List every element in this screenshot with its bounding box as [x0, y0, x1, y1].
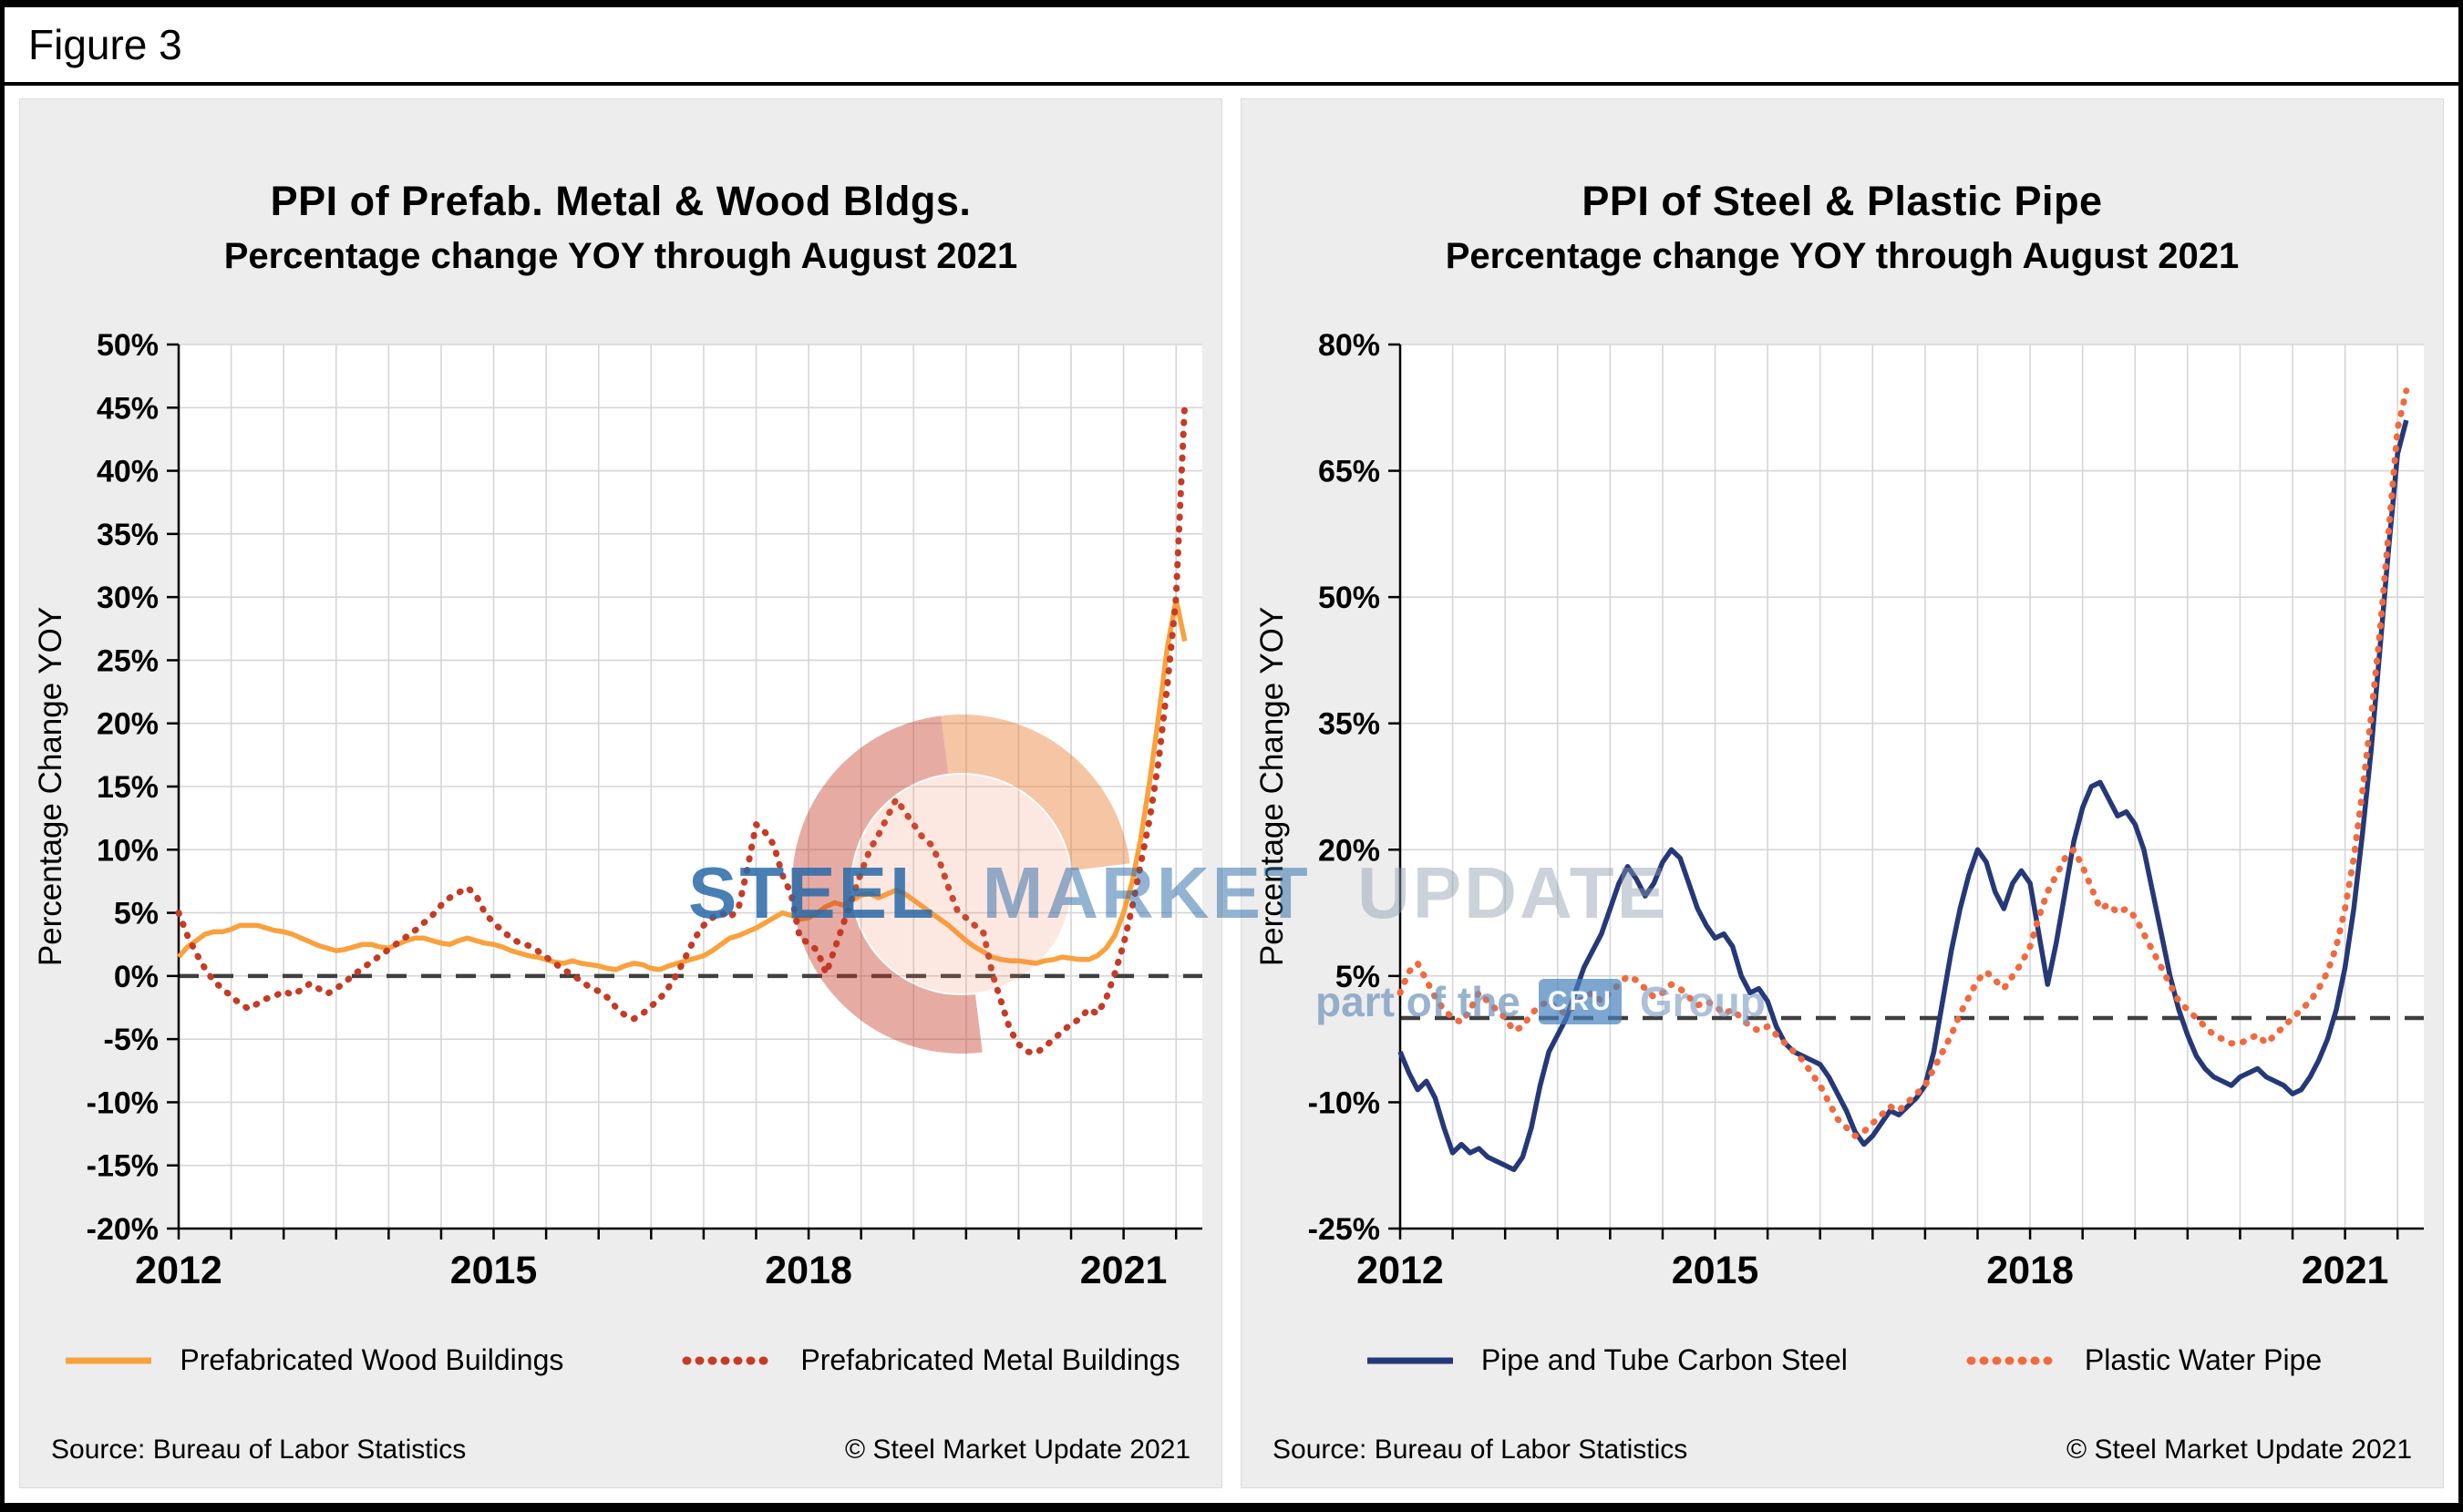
svg-text:-20%: -20%	[87, 1212, 159, 1247]
legend-item-carbon-steel-pipe: Pipe and Tube Carbon Steel	[1363, 1343, 1848, 1377]
svg-text:2015: 2015	[450, 1249, 538, 1291]
svg-text:80%: 80%	[1318, 334, 1380, 363]
svg-text:20%: 20%	[97, 707, 159, 742]
legend-label: Prefabricated Wood Buildings	[180, 1343, 564, 1376]
svg-text:65%: 65%	[1318, 455, 1380, 489]
svg-text:2015: 2015	[1672, 1249, 1759, 1291]
source-note: Source: Bureau of Labor Statistics	[1273, 1435, 1688, 1465]
svg-text:35%: 35%	[1318, 707, 1380, 742]
svg-text:10%: 10%	[97, 833, 159, 868]
svg-text:25%: 25%	[97, 643, 159, 678]
svg-text:30%: 30%	[97, 581, 159, 615]
svg-text:20%: 20%	[1318, 833, 1380, 868]
svg-text:-15%: -15%	[87, 1149, 159, 1184]
svg-text:15%: 15%	[97, 770, 159, 805]
svg-text:2012: 2012	[1356, 1249, 1444, 1291]
svg-text:Percentage Change YOY: Percentage Change YOY	[1254, 607, 1290, 966]
chart-title: PPI of Prefab. Metal & Wood Bldgs.	[270, 178, 972, 224]
svg-text:5%: 5%	[114, 897, 159, 931]
legend-item-metal-buildings: Prefabricated Metal Buildings	[682, 1343, 1180, 1377]
copyright-note: © Steel Market Update 2021	[845, 1435, 1190, 1465]
source-note: Source: Bureau of Labor Statistics	[51, 1435, 467, 1465]
svg-text:-5%: -5%	[104, 1023, 159, 1057]
svg-text:-10%: -10%	[1308, 1085, 1380, 1120]
svg-text:2018: 2018	[765, 1249, 852, 1291]
legend-line-solid-icon	[66, 1357, 152, 1363]
legend-label: Prefabricated Metal Buildings	[800, 1343, 1180, 1376]
chart-legend: Prefabricated Wood Buildings Prefabricat…	[20, 1343, 1221, 1377]
legend-item-wood-buildings: Prefabricated Wood Buildings	[61, 1343, 563, 1377]
chart-subtitle: Percentage change YOY through August 202…	[1445, 236, 2240, 276]
svg-text:35%: 35%	[97, 518, 159, 552]
svg-text:2012: 2012	[135, 1249, 222, 1291]
chart-title: PPI of Steel & Plastic Pipe	[1582, 178, 2103, 224]
figure-header: Figure 3	[5, 7, 2458, 86]
svg-text:45%: 45%	[97, 391, 159, 426]
legend-label: Pipe and Tube Carbon Steel	[1480, 1343, 1848, 1376]
chart-legend: Pipe and Tube Carbon Steel Plastic Water…	[1242, 1343, 2443, 1377]
svg-text:2018: 2018	[1986, 1249, 2074, 1291]
line-chart-steel-plastic-pipe: -25% -10% 5% 20% 35% 50% 65% 80% 2012 2015 2018 202…	[1254, 334, 2424, 1291]
svg-text:5%: 5%	[1335, 960, 1380, 994]
chart-panel-buildings: PPI of Prefab. Metal & Wood Bldgs. Perce…	[19, 98, 1222, 1488]
legend-line-dotted-icon	[682, 1356, 777, 1364]
legend-label: Plastic Water Pipe	[2084, 1343, 2323, 1376]
svg-text:Percentage Change YOY: Percentage Change YOY	[33, 607, 68, 966]
svg-text:2021: 2021	[2302, 1249, 2389, 1291]
copyright-note: © Steel Market Update 2021	[2066, 1435, 2412, 1465]
panel-footer: Source: Bureau of Labor Statistics © Ste…	[1242, 1435, 2443, 1466]
panel-footer: Source: Bureau of Labor Statistics © Ste…	[20, 1435, 1221, 1466]
legend-item-plastic-water-pipe: Plastic Water Pipe	[1966, 1343, 2322, 1377]
svg-text:-10%: -10%	[87, 1085, 159, 1120]
svg-text:50%: 50%	[97, 334, 159, 363]
chart-panel-pipe: PPI of Steel & Plastic Pipe Percentage c…	[1241, 98, 2444, 1488]
svg-text:50%: 50%	[1318, 581, 1380, 615]
figure-label: Figure 3	[28, 21, 182, 68]
svg-text:2021: 2021	[1080, 1249, 1168, 1291]
line-chart-prefab-buildings: -20% -15% -10% -5% 0% 5% 10% 15% 20% 25% 30% 35% 40%…	[33, 334, 1202, 1291]
legend-line-dotted-icon	[1966, 1356, 2061, 1364]
chart-subtitle: Percentage change YOY through August 202…	[223, 236, 1018, 276]
legend-line-solid-icon	[1366, 1357, 1453, 1363]
figure-content: PPI of Prefab. Metal & Wood Bldgs. Perce…	[5, 86, 2458, 1503]
svg-text:0%: 0%	[114, 960, 159, 994]
svg-text:40%: 40%	[97, 455, 159, 489]
svg-text:-25%: -25%	[1308, 1212, 1380, 1247]
